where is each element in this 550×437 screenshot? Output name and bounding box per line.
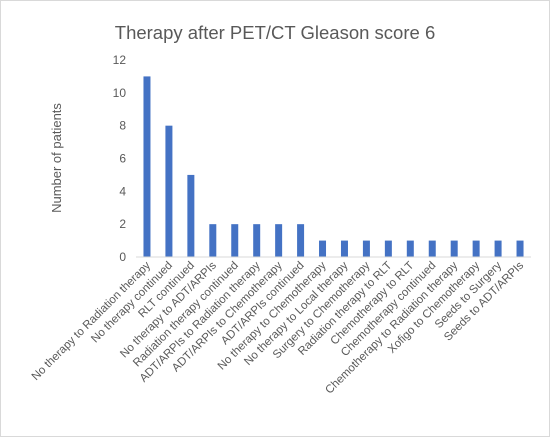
bar [187,174,195,257]
bar [450,240,458,257]
bars [143,76,524,258]
y-axis-label: Number of patients [49,103,64,213]
bar [297,224,305,257]
y-tick-label: 2 [119,217,126,231]
y-tick-label: 4 [119,184,126,198]
bar [362,240,370,257]
y-tick-label: 8 [119,119,126,133]
bar [406,240,414,257]
bar [209,224,217,257]
bar [165,125,173,258]
y-tick-label: 10 [113,86,127,100]
bar [319,240,327,257]
bar [253,224,261,257]
bar [231,224,239,257]
y-axis-ticks: 0 2 4 6 8 10 12 [113,53,127,264]
bar [472,240,480,257]
y-tick-label: 6 [119,152,126,166]
y-tick-label: 0 [119,250,126,264]
y-tick-label: 12 [113,53,127,67]
bar [384,240,392,257]
bar [275,224,283,257]
bar [340,240,348,257]
bar [428,240,436,257]
bar [143,76,151,258]
bar [494,240,502,257]
chart-title: Therapy after PET/CT Gleason score 6 [115,22,435,43]
bar [516,240,524,257]
